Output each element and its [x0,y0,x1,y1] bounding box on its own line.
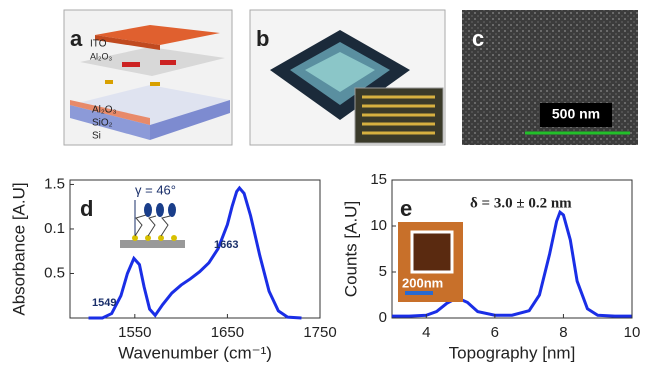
scale-bar-label: 500 nm [552,106,600,122]
panel-label: b [256,26,269,51]
y-tick-label: 1.5 [44,175,65,192]
layer-label: Al₂O₃ [90,51,112,61]
x-axis-label: Topography [nm] [449,343,576,362]
x-tick-label: 1650 [211,324,244,341]
panel-c: c 500 nm [462,10,638,145]
y-axis-label: Absorbance [A.U] [9,182,28,315]
x-tick-label: 10 [624,324,641,341]
figure: a ITO Al₂O₃ Al₂O₃ SiO₂ Si b c 500 nm [0,0,647,366]
inset-d [120,200,185,248]
panel-label: c [472,26,484,51]
annotation: 1663 [214,239,238,251]
layer-label: ITO [90,39,107,50]
panel-a: a ITO Al₂O₃ Al₂O₃ SiO₂ Si [64,10,232,145]
y-tick-label: 15 [370,171,387,188]
x-axis-label: Wavenumber (cm⁻¹) [118,343,272,362]
annotation: γ = 46° [135,182,176,197]
panel-label: a [70,26,83,51]
x-tick-label: 1550 [118,324,151,341]
layer-label: SiO₂ [92,118,113,129]
y-axis-label: Counts [A.U] [341,201,360,297]
panel-label: e [400,196,412,221]
annotation: 200nm [402,275,443,290]
layer-label: Si [92,131,101,142]
annotation: δ = 3.0 ± 0.2 nm [470,195,572,211]
panel-label: d [80,196,93,221]
annotation: 1549 [92,297,116,309]
y-tick-label: 0.5 [44,264,65,281]
x-tick-label: 6 [491,324,499,341]
panel-b: b [250,10,445,145]
y-tick-label: 0 [379,309,387,326]
y-tick-label: 0.1 [44,220,65,237]
x-tick-label: 1750 [303,324,336,341]
y-tick-label: 5 [379,263,387,280]
x-tick-label: 4 [422,324,430,341]
y-tick-label: 10 [370,217,387,234]
data-line [89,188,302,318]
layer-label: Al₂O₃ [92,105,117,116]
x-tick-label: 8 [559,324,567,341]
